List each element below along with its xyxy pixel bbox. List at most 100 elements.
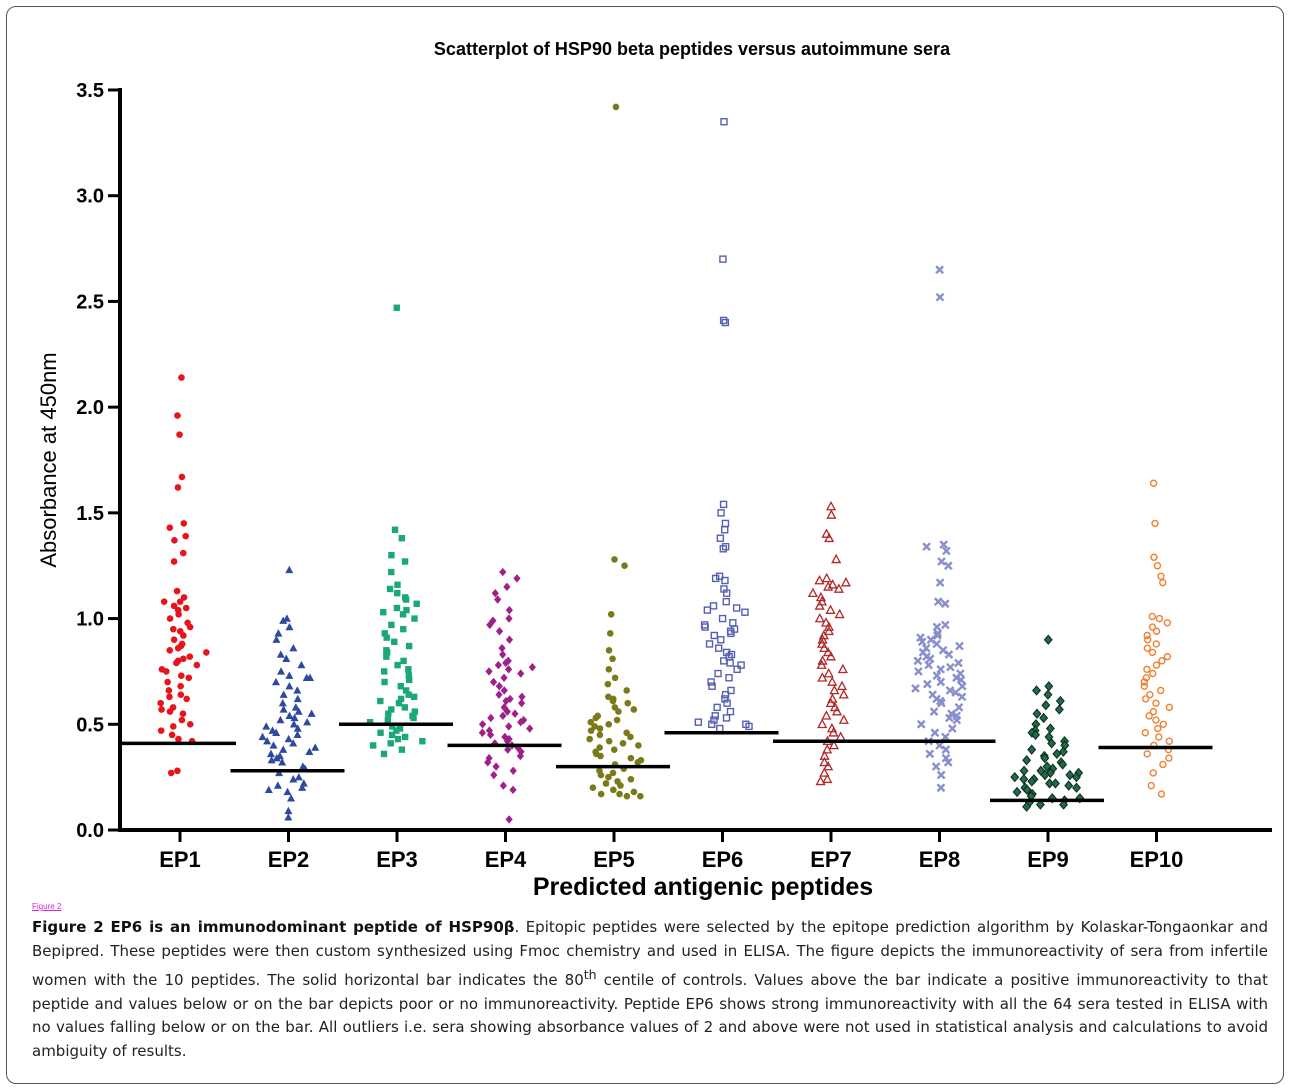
- data-point: [1149, 769, 1157, 777]
- data-point: [484, 758, 492, 767]
- data-point: [1032, 685, 1041, 696]
- data-point: [722, 714, 731, 722]
- data-point: [401, 704, 409, 711]
- data-point: [185, 674, 193, 682]
- data-point: [505, 605, 513, 615]
- data-point: [305, 747, 314, 755]
- data-point: [173, 659, 180, 667]
- data-point: [1148, 648, 1157, 657]
- data-point: [178, 473, 186, 481]
- y-tick-label: 1.5: [76, 503, 104, 525]
- y-tick-label: 3.5: [76, 80, 104, 102]
- data-point: [178, 716, 186, 724]
- data-point: [377, 697, 384, 705]
- data-point: [727, 686, 735, 695]
- data-point: [1155, 733, 1163, 741]
- data-point: [954, 658, 963, 668]
- data-point: [714, 669, 722, 678]
- data-point: [708, 720, 716, 728]
- data-point: [630, 788, 638, 796]
- data-point: [596, 725, 604, 732]
- data-point: [383, 649, 391, 656]
- data-point: [838, 689, 849, 699]
- data-point: [717, 509, 725, 517]
- data-point: [916, 719, 926, 729]
- data-point: [1153, 562, 1162, 570]
- data-point: [383, 653, 390, 660]
- data-point: [1064, 780, 1074, 791]
- chart-title: Scatterplot of HSP90 beta peptides versu…: [434, 39, 951, 59]
- data-point: [503, 707, 511, 716]
- data-point: [1152, 661, 1161, 669]
- data-point: [166, 646, 174, 654]
- data-point: [1045, 723, 1055, 734]
- data-point: [517, 717, 525, 727]
- data-point: [814, 613, 825, 623]
- data-point: [1045, 778, 1055, 789]
- data-point: [509, 785, 517, 795]
- data-point: [284, 734, 293, 743]
- data-point: [388, 568, 395, 576]
- data-point: [276, 715, 285, 724]
- data-point: [623, 687, 631, 694]
- data-point: [922, 679, 932, 689]
- data-point: [489, 616, 497, 625]
- data-point: [511, 709, 519, 718]
- x-tick-label: EP9: [1027, 847, 1069, 872]
- data-point: [180, 632, 187, 639]
- data-point: [174, 644, 182, 652]
- x-tick-label: EP5: [593, 847, 635, 872]
- data-point: [828, 727, 839, 737]
- data-point: [941, 745, 951, 755]
- data-point: [160, 598, 168, 605]
- data-point: [833, 583, 844, 593]
- data-point: [635, 742, 642, 749]
- data-point: [284, 813, 293, 821]
- data-point: [169, 625, 177, 633]
- data-point: [383, 634, 390, 641]
- data-point: [717, 636, 725, 644]
- data-point: [294, 772, 303, 781]
- data-point: [721, 519, 730, 528]
- data-point: [1145, 712, 1153, 720]
- data-point: [605, 666, 613, 673]
- data-point: [710, 631, 718, 640]
- data-point: [611, 556, 618, 563]
- data-point: [722, 589, 731, 597]
- figure-link[interactable]: Figure 2: [32, 902, 62, 911]
- data-point: [720, 118, 728, 126]
- data-point: [395, 699, 403, 707]
- data-point: [932, 639, 942, 649]
- data-point: [380, 668, 388, 675]
- data-point: [606, 630, 614, 637]
- data-point: [701, 623, 709, 631]
- data-point: [719, 316, 728, 325]
- data-point: [824, 532, 835, 543]
- x-tick-label: EP10: [1130, 847, 1184, 872]
- data-point: [825, 697, 836, 707]
- data-point: [1052, 748, 1062, 760]
- data-point: [1141, 729, 1149, 737]
- data-point: [602, 780, 610, 787]
- data-point: [605, 693, 612, 701]
- data-point: [1148, 612, 1156, 621]
- data-point: [637, 792, 644, 800]
- data-point: [634, 759, 642, 766]
- data-point: [299, 779, 308, 787]
- data-point: [258, 732, 267, 741]
- data-point: [1027, 776, 1037, 787]
- data-point: [1039, 712, 1049, 724]
- data-point: [1155, 614, 1164, 623]
- data-point: [182, 532, 189, 540]
- data-point: [1143, 644, 1152, 652]
- data-point: [627, 775, 635, 783]
- data-point: [936, 783, 946, 793]
- data-point: [1044, 681, 1054, 692]
- data-point: [610, 786, 617, 794]
- data-point: [932, 622, 942, 632]
- data-point: [394, 590, 401, 597]
- data-point: [485, 726, 493, 735]
- data-point: [587, 727, 595, 734]
- x-tick-label: EP6: [702, 847, 744, 872]
- data-point: [586, 735, 593, 743]
